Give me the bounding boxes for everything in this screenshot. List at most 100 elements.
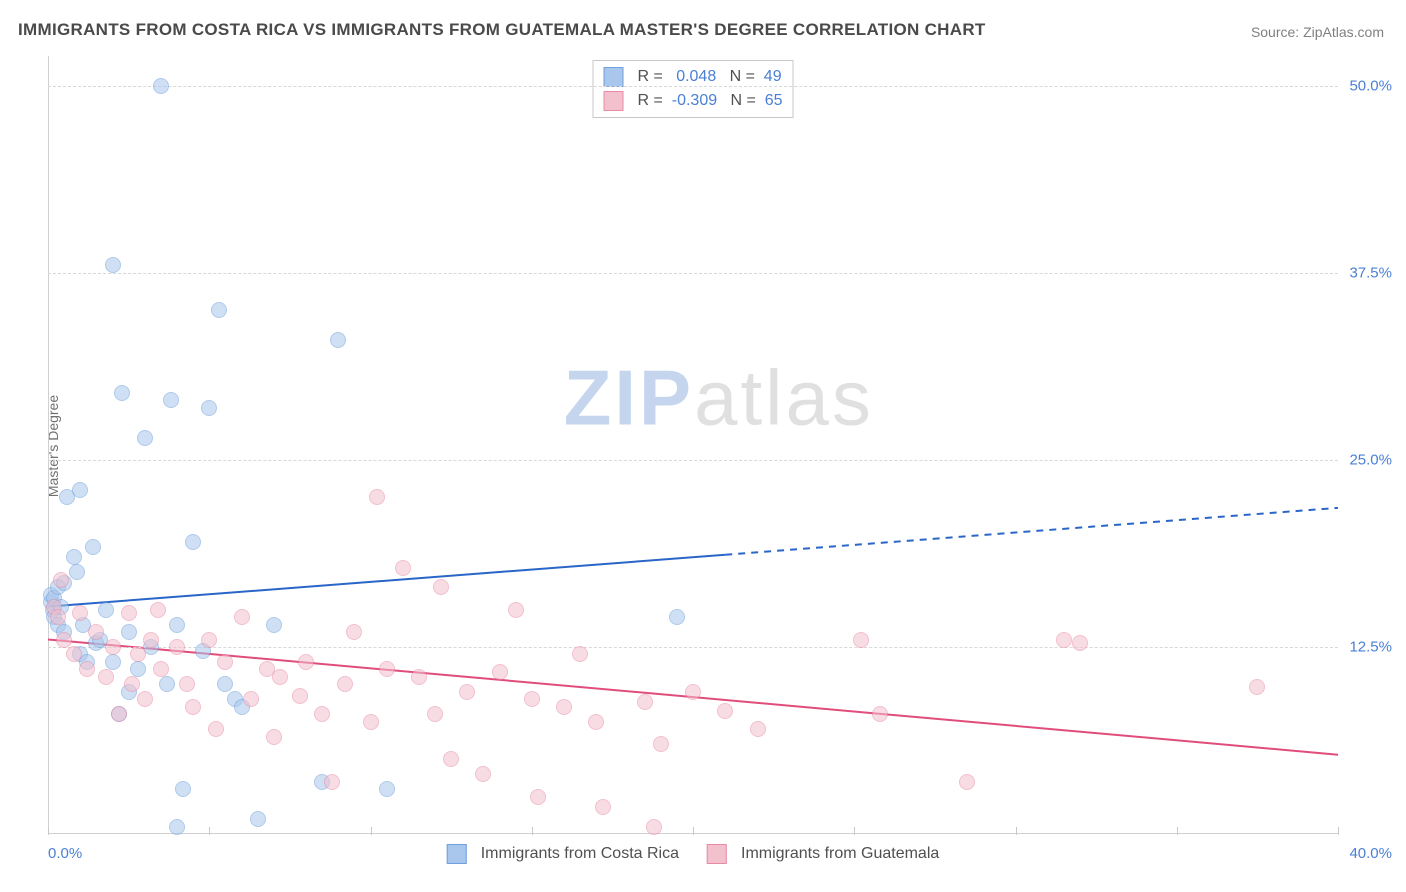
scatter-point-series-b [750,721,766,737]
scatter-point-series-a [211,302,227,318]
source-prefix: Source: [1251,24,1303,40]
scatter-point-series-b [872,706,888,722]
watermark-zip: ZIP [564,354,694,442]
scatter-point-series-b [153,661,169,677]
scatter-point-series-b [234,609,250,625]
scatter-point-series-b [79,661,95,677]
x-tick [48,827,49,835]
gridline [48,647,1338,648]
scatter-point-series-a [114,385,130,401]
scatter-point-series-b [130,646,146,662]
scatter-point-series-b [1072,635,1088,651]
trend-line-dashed [725,508,1338,555]
x-tick [1016,827,1017,835]
scatter-point-series-b [433,579,449,595]
scatter-point-series-a [163,392,179,408]
scatter-point-series-a [217,676,233,692]
scatter-point-series-b [208,721,224,737]
scatter-point-series-b [201,632,217,648]
scatter-point-series-b [395,560,411,576]
scatter-point-series-b [56,632,72,648]
scatter-point-series-b [653,736,669,752]
series-legend-item: Immigrants from Guatemala [707,844,939,864]
scatter-point-series-b [98,669,114,685]
x-tick [371,827,372,835]
scatter-point-series-a [69,564,85,580]
gridline [48,86,1338,87]
scatter-point-series-b [272,669,288,685]
scatter-point-series-b [324,774,340,790]
scatter-point-series-b [685,684,701,700]
scatter-point-series-b [959,774,975,790]
gridline [48,460,1338,461]
scatter-point-series-a [105,257,121,273]
scatter-point-series-a [98,602,114,618]
x-axis-min-label: 0.0% [48,845,82,862]
x-tick [693,827,694,835]
scatter-point-series-b [124,676,140,692]
scatter-point-series-b [169,639,185,655]
watermark-atlas: atlas [694,354,874,442]
scatter-point-series-a [169,617,185,633]
scatter-point-series-b [556,699,572,715]
scatter-point-series-b [427,706,443,722]
x-tick [854,827,855,835]
scatter-point-series-b [524,691,540,707]
watermark: ZIPatlas [564,353,874,444]
scatter-point-series-b [137,691,153,707]
trend-lines-svg [48,56,1338,834]
scatter-point-series-b [105,639,121,655]
scatter-point-series-b [379,661,395,677]
x-tick [1177,827,1178,835]
y-tick-label: 12.5% [1349,638,1392,655]
scatter-point-series-b [111,706,127,722]
correlation-stats-legend: R = 0.048 N = 49R = -0.309 N = 65 [593,60,794,118]
scatter-point-series-b [443,751,459,767]
scatter-point-series-a [250,811,266,827]
chart-title: IMMIGRANTS FROM COSTA RICA VS IMMIGRANTS… [18,20,986,40]
scatter-point-series-a [669,609,685,625]
scatter-point-series-b [595,799,611,815]
legend-swatch [447,844,467,864]
scatter-point-series-a [137,430,153,446]
scatter-point-series-b [717,703,733,719]
scatter-point-series-b [243,691,259,707]
scatter-point-series-b [143,632,159,648]
y-tick-label: 37.5% [1349,264,1392,281]
scatter-point-series-b [530,789,546,805]
x-tick [532,827,533,835]
series-legend-label: Immigrants from Costa Rica [481,845,679,863]
source-attribution: Source: ZipAtlas.com [1251,24,1384,40]
y-tick-label: 50.0% [1349,77,1392,94]
scatter-point-series-b [121,605,137,621]
series-legend-label: Immigrants from Guatemala [741,845,939,863]
y-axis-line [48,56,49,834]
scatter-point-series-a [330,332,346,348]
scatter-point-series-a [175,781,191,797]
scatter-point-series-b [572,646,588,662]
legend-swatch [604,67,624,87]
scatter-point-series-b [411,669,427,685]
legend-swatch [707,844,727,864]
scatter-point-series-a [201,400,217,416]
series-legend: Immigrants from Costa Rica Immigrants fro… [447,844,940,864]
legend-swatch [604,91,624,111]
scatter-point-series-a [185,534,201,550]
scatter-point-series-b [50,609,66,625]
scatter-point-series-a [85,539,101,555]
scatter-point-series-a [159,676,175,692]
scatter-point-series-b [314,706,330,722]
source-link[interactable]: ZipAtlas.com [1303,24,1384,40]
scatter-point-series-b [337,676,353,692]
scatter-point-series-b [1056,632,1072,648]
scatter-point-series-b [492,664,508,680]
scatter-point-series-b [179,676,195,692]
scatter-point-series-b [588,714,604,730]
scatter-point-series-b [72,605,88,621]
scatter-point-series-a [266,617,282,633]
scatter-point-series-b [508,602,524,618]
scatter-point-series-b [217,654,233,670]
scatter-point-series-b [53,572,69,588]
scatter-point-series-a [379,781,395,797]
series-legend-item: Immigrants from Costa Rica [447,844,679,864]
